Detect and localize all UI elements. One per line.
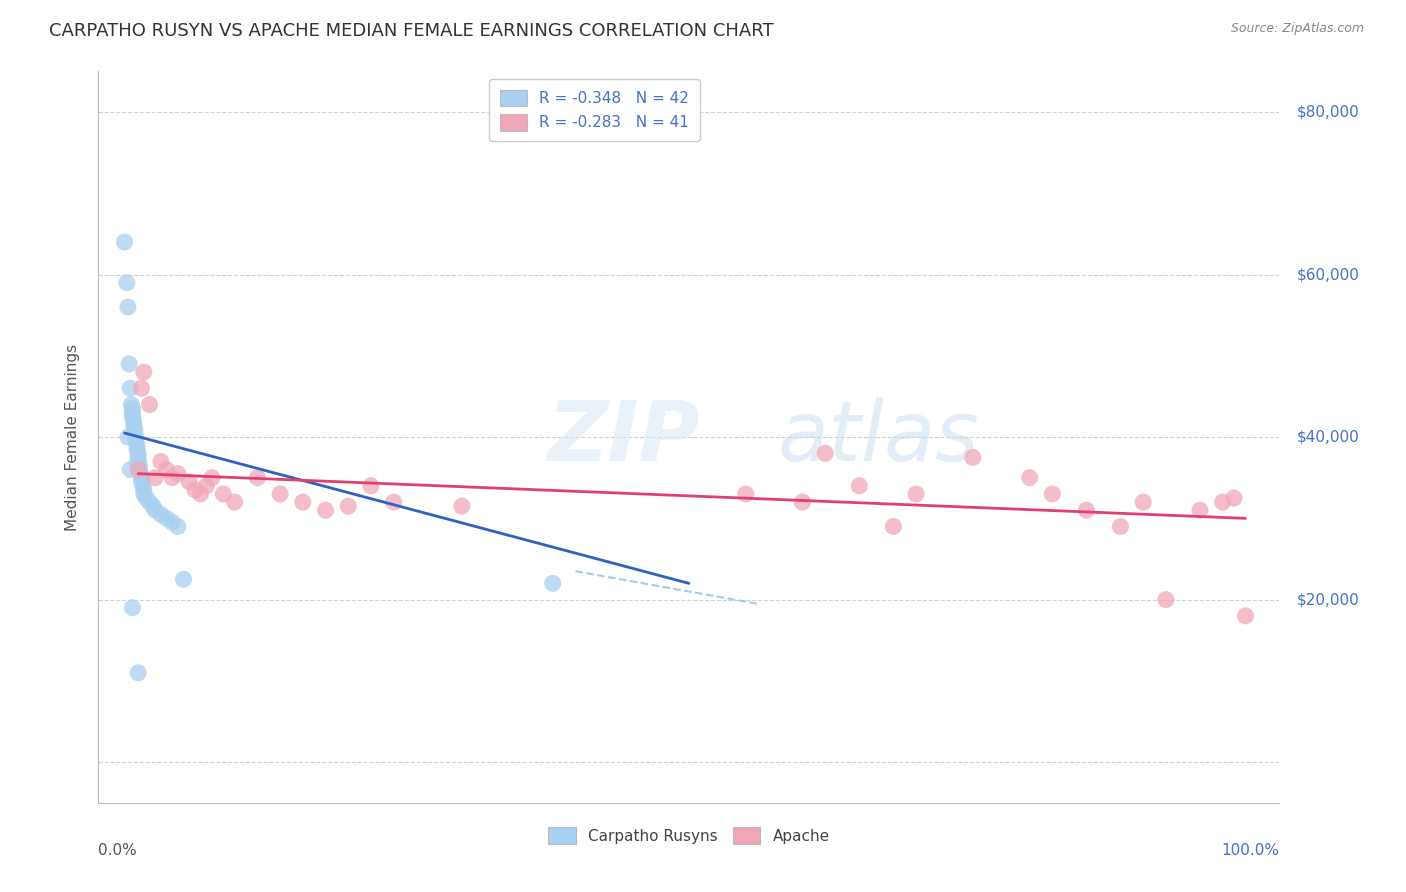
Point (121, 409, 143, 424)
Point (120, 398, 142, 412)
Text: CARPATHO RUSYN VS APACHE MEDIAN FEMALE EARNINGS CORRELATION CHART: CARPATHO RUSYN VS APACHE MEDIAN FEMALE E… (49, 22, 773, 40)
Point (132, 479, 155, 493)
Point (337, 499, 360, 513)
Point (125, 430, 148, 444)
Point (450, 499, 472, 513)
Point (127, 462, 149, 476)
Point (184, 483, 207, 497)
Point (246, 471, 269, 485)
Point (118, 357, 141, 371)
Point (1154, 592, 1177, 607)
Point (1234, 608, 1257, 623)
Point (882, 519, 904, 533)
Point (224, 495, 246, 509)
Point (125, 438, 148, 452)
Point (138, 495, 160, 509)
Point (848, 479, 870, 493)
Point (291, 495, 314, 509)
Point (120, 462, 142, 476)
Point (115, 276, 138, 290)
Point (962, 450, 984, 465)
Point (315, 503, 337, 517)
Point (117, 300, 139, 314)
Point (195, 479, 218, 493)
Point (179, 475, 201, 489)
Point (120, 381, 142, 395)
Point (127, 446, 149, 460)
Point (1132, 495, 1154, 509)
Point (162, 516, 183, 530)
Text: atlas: atlas (778, 397, 979, 477)
Point (734, 487, 756, 501)
Point (1076, 503, 1098, 517)
Point (143, 503, 166, 517)
Point (792, 495, 814, 509)
Point (131, 471, 153, 485)
Point (212, 487, 235, 501)
Point (125, 442, 148, 457)
Point (127, 665, 149, 680)
Point (814, 446, 837, 460)
Point (269, 487, 291, 501)
Point (132, 365, 155, 379)
Point (1109, 519, 1132, 533)
Point (121, 401, 143, 416)
Point (167, 467, 190, 481)
Point (1223, 491, 1246, 505)
Legend: Carpatho Rusyns, Apache: Carpatho Rusyns, Apache (543, 822, 835, 850)
Point (1212, 495, 1234, 509)
Text: 0.0%: 0.0% (98, 843, 138, 858)
Point (541, 576, 564, 591)
Point (162, 471, 183, 485)
Text: $60,000: $60,000 (1298, 267, 1360, 282)
Text: $80,000: $80,000 (1298, 104, 1360, 120)
Point (127, 450, 149, 465)
Point (131, 475, 153, 489)
Point (124, 425, 146, 440)
Point (114, 235, 136, 249)
Point (135, 491, 157, 505)
Text: Source: ZipAtlas.com: Source: ZipAtlas.com (1230, 22, 1364, 36)
Point (142, 499, 165, 513)
Point (127, 454, 149, 468)
Text: $20,000: $20,000 (1298, 592, 1360, 607)
Point (122, 414, 145, 428)
Point (360, 479, 382, 493)
Text: ZIP: ZIP (547, 397, 700, 477)
Point (125, 434, 148, 449)
Point (122, 417, 145, 432)
Point (1188, 503, 1211, 517)
Point (121, 600, 143, 615)
Point (132, 483, 155, 497)
Point (173, 572, 195, 586)
Point (129, 467, 152, 481)
Y-axis label: Median Female Earnings: Median Female Earnings (65, 343, 80, 531)
Point (382, 495, 405, 509)
Point (155, 511, 177, 525)
Point (121, 406, 143, 420)
Point (149, 454, 172, 468)
Point (190, 487, 212, 501)
Text: $40,000: $40,000 (1298, 430, 1360, 444)
Point (1040, 487, 1063, 501)
Point (167, 519, 190, 533)
Point (155, 462, 177, 476)
Point (117, 430, 139, 444)
Point (905, 487, 928, 501)
Point (138, 398, 160, 412)
Point (143, 471, 166, 485)
Point (131, 381, 153, 395)
Point (149, 508, 172, 522)
Point (132, 487, 155, 501)
Point (128, 458, 150, 473)
Point (124, 422, 146, 436)
Point (201, 471, 224, 485)
Text: 100.0%: 100.0% (1222, 843, 1279, 858)
Point (1018, 471, 1040, 485)
Point (128, 462, 150, 476)
